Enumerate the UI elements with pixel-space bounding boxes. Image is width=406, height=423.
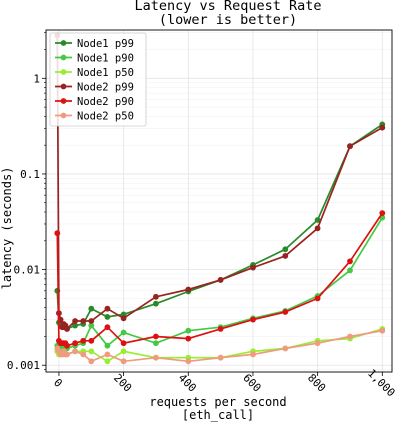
legend-item-node1-p90: Node1 p90	[55, 52, 134, 64]
legend-swatch-marker	[60, 69, 67, 75]
data-point-node1-p50	[120, 348, 127, 355]
data-point-node2-p99	[314, 225, 321, 232]
x-tick-label: 600	[240, 371, 263, 394]
data-point-node2-p90	[88, 337, 95, 344]
data-point-node1-p99	[104, 314, 111, 320]
data-point-node2-p99	[153, 293, 159, 300]
legend-label: Node2 p50	[77, 110, 134, 122]
data-point-node1-p99	[314, 217, 321, 223]
data-point-node1-p90	[88, 322, 95, 329]
legend-item-node2-p50: Node2 p50	[55, 110, 134, 122]
series-node1-p99	[54, 121, 386, 332]
legend-item-node1-p99: Node1 p99	[55, 38, 134, 50]
x-axis-label: requests per second	[149, 395, 286, 409]
data-point-node2-p90	[314, 295, 321, 302]
data-point-node2-p99	[72, 318, 78, 324]
legend: Node1 p99 Node1 p90 Node1 p50 Node2 p99 Node…	[49, 32, 147, 127]
series-node2-p90	[54, 210, 386, 349]
data-point-node2-p90	[347, 258, 353, 265]
data-point-node2-p50	[314, 340, 321, 347]
data-point-node2-p90	[54, 230, 61, 237]
legend-swatch-marker	[60, 40, 67, 46]
data-point-node2-p99	[64, 326, 70, 332]
data-point-node1-p50	[88, 348, 95, 355]
y-axis-label: latency (seconds)	[0, 167, 14, 290]
y-tick-label: 1	[33, 72, 40, 85]
data-point-node1-p99	[282, 246, 289, 253]
legend-label: Node1 p50	[77, 67, 134, 79]
data-point-node2-p99	[282, 253, 289, 259]
data-point-node1-p50	[104, 358, 111, 365]
x-tick-label: 0	[51, 376, 65, 390]
data-point-node2-p50	[185, 358, 192, 365]
legend-swatch-marker	[60, 83, 67, 90]
x-tick-label: 800	[305, 371, 328, 394]
data-point-node1-p99	[72, 322, 78, 329]
data-point-node1-p99	[88, 305, 95, 312]
legend-item-node1-p50: Node1 p50	[55, 67, 134, 79]
data-point-node2-p99	[185, 286, 192, 293]
data-point-node2-p90	[217, 326, 224, 332]
data-point-node2-p90	[379, 210, 386, 217]
data-point-node2-p90	[64, 342, 70, 349]
data-point-node2-p50	[347, 333, 353, 340]
data-point-node2-p50	[250, 351, 256, 358]
data-point-node2-p50	[88, 358, 95, 365]
legend-label: Node1 p90	[77, 52, 134, 64]
data-point-node2-p50	[80, 351, 87, 358]
data-point-node2-p90	[185, 335, 192, 342]
x-tick-label: 400	[176, 371, 199, 394]
data-point-node2-p90	[282, 309, 289, 315]
data-point-node2-p99	[120, 315, 127, 322]
data-point-node2-p99	[379, 124, 386, 131]
data-point-node2-p90	[80, 337, 87, 344]
data-point-node2-p99	[347, 143, 353, 150]
x-axis-label-sub: [eth_call]	[182, 408, 254, 422]
data-point-node2-p50	[72, 348, 78, 355]
series-layer	[54, 32, 386, 365]
data-point-node2-p50	[282, 345, 289, 352]
y-tick-label: 0.01	[14, 264, 41, 277]
data-point-node2-p90	[120, 340, 127, 347]
legend-box	[49, 32, 147, 127]
data-point-node2-p90	[153, 333, 159, 340]
series-node2-p50	[54, 327, 386, 365]
data-point-node1-p90	[104, 342, 111, 349]
data-point-node2-p50	[104, 351, 111, 358]
data-point-node1-p90	[347, 267, 353, 274]
data-point-node1-p90	[185, 327, 192, 334]
y-tick-label: 0.001	[7, 359, 40, 372]
plot-frame	[45, 29, 393, 373]
legend-label: Node1 p99	[77, 38, 134, 50]
chart-subtitle: (lower is better)	[159, 12, 297, 28]
legend-swatch-marker	[60, 98, 67, 104]
legend-label: Node2 p90	[77, 96, 134, 108]
legend-swatch-marker	[60, 54, 67, 61]
data-point-node1-p90	[120, 329, 127, 336]
x-tick-label: 200	[111, 371, 134, 394]
data-point-node1-p99	[153, 300, 159, 307]
legend-swatch-marker	[60, 112, 67, 119]
data-point-node2-p99	[80, 318, 87, 324]
data-point-node2-p99	[250, 264, 256, 271]
data-point-node2-p90	[104, 324, 111, 331]
data-point-node2-p50	[120, 358, 127, 365]
data-point-node2-p90	[250, 316, 256, 323]
data-point-node2-p50	[217, 354, 224, 361]
legend-item-node2-p90: Node2 p90	[55, 96, 134, 108]
y-tick-label: 0.1	[20, 168, 40, 181]
data-point-node2-p99	[88, 318, 95, 324]
legend-label: Node2 p99	[77, 81, 134, 93]
data-point-node2-p90	[72, 340, 78, 347]
data-point-node2-p99	[104, 305, 111, 312]
chart-title: Latency vs Request Rate	[135, 0, 322, 14]
data-point-node2-p50	[379, 327, 386, 334]
data-point-node1-p90	[153, 340, 159, 347]
data-point-node2-p99	[217, 277, 224, 283]
legend-item-node2-p99: Node2 p99	[55, 81, 134, 93]
data-point-node2-p50	[153, 354, 159, 361]
data-point-node2-p50	[64, 351, 70, 358]
